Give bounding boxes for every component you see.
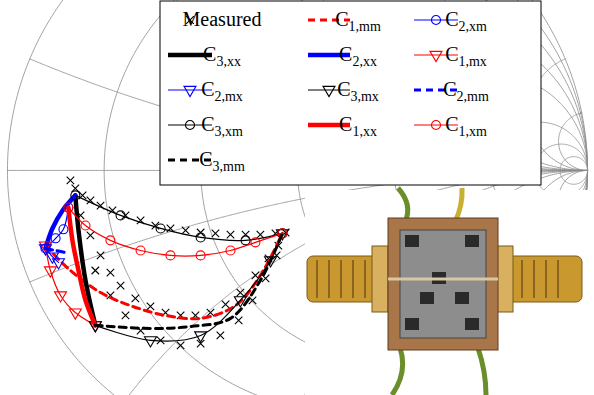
svg-text:C3,xx: C3,xx (203, 43, 241, 69)
svg-text:C3,xm: C3,xm (201, 113, 243, 139)
svg-text:C3,mm: C3,mm (199, 148, 245, 174)
svg-text:Measured: Measured (183, 8, 262, 30)
svg-text:C2,xx: C2,xx (339, 43, 377, 69)
svg-text:C1,xx: C1,xx (339, 113, 377, 139)
svg-text:C1,mm: C1,mm (335, 8, 381, 34)
svg-text:C1,xm: C1,xm (445, 113, 487, 139)
svg-text:C3,mx: C3,mx (337, 78, 379, 104)
svg-text:C2,mx: C2,mx (201, 78, 243, 104)
svg-text:C2,xm: C2,xm (445, 8, 487, 34)
svg-text:C2,mm: C2,mm (443, 78, 489, 104)
svg-text:C1,mx: C1,mx (445, 43, 487, 69)
